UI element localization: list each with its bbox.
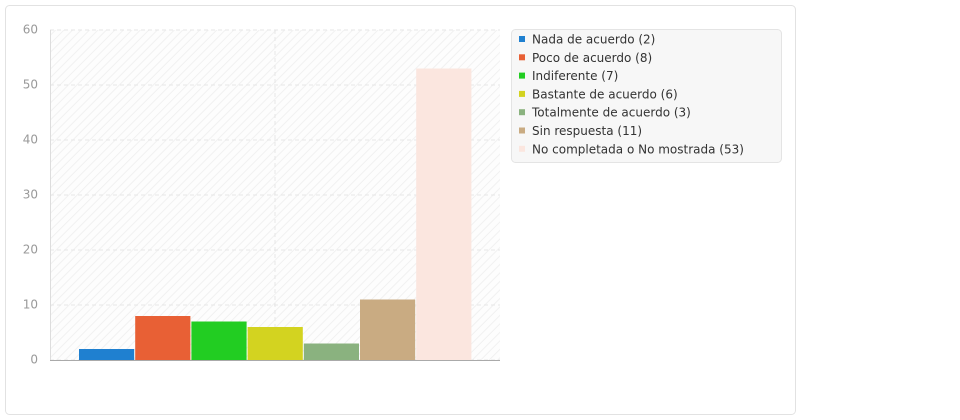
y-tick-label: 60	[23, 23, 38, 37]
legend-marker	[519, 109, 525, 116]
y-tick-label: 0	[30, 353, 38, 367]
y-tick-label: 50	[23, 78, 38, 92]
legend-label: Nada de acuerdo (2)	[532, 33, 655, 47]
legend-marker	[519, 54, 525, 61]
legend-label: Indiferente (7)	[532, 69, 618, 83]
legend-marker	[519, 90, 525, 97]
legend-label: Sin respuesta (11)	[532, 124, 642, 138]
bar	[303, 343, 359, 360]
bar	[191, 321, 247, 360]
bar	[360, 299, 416, 360]
legend-label: Bastante de acuerdo (6)	[532, 87, 678, 101]
y-tick-label: 40	[23, 133, 38, 147]
bar	[135, 316, 191, 360]
y-tick-label: 20	[23, 243, 38, 257]
legend	[511, 29, 782, 163]
y-tick-label: 10	[23, 298, 38, 312]
legend-label: No completada o No mostrada (53)	[532, 142, 744, 156]
legend-marker	[519, 127, 525, 134]
bar	[79, 349, 135, 360]
legend-marker	[519, 145, 525, 152]
y-tick-label: 30	[23, 188, 38, 202]
legend-marker	[519, 72, 525, 79]
legend-marker	[519, 36, 525, 42]
bar	[247, 327, 303, 360]
legend-label: Poco de acuerdo (8)	[532, 51, 652, 65]
bar	[416, 68, 472, 360]
legend-label: Totalmente de acuerdo (3)	[531, 106, 691, 120]
